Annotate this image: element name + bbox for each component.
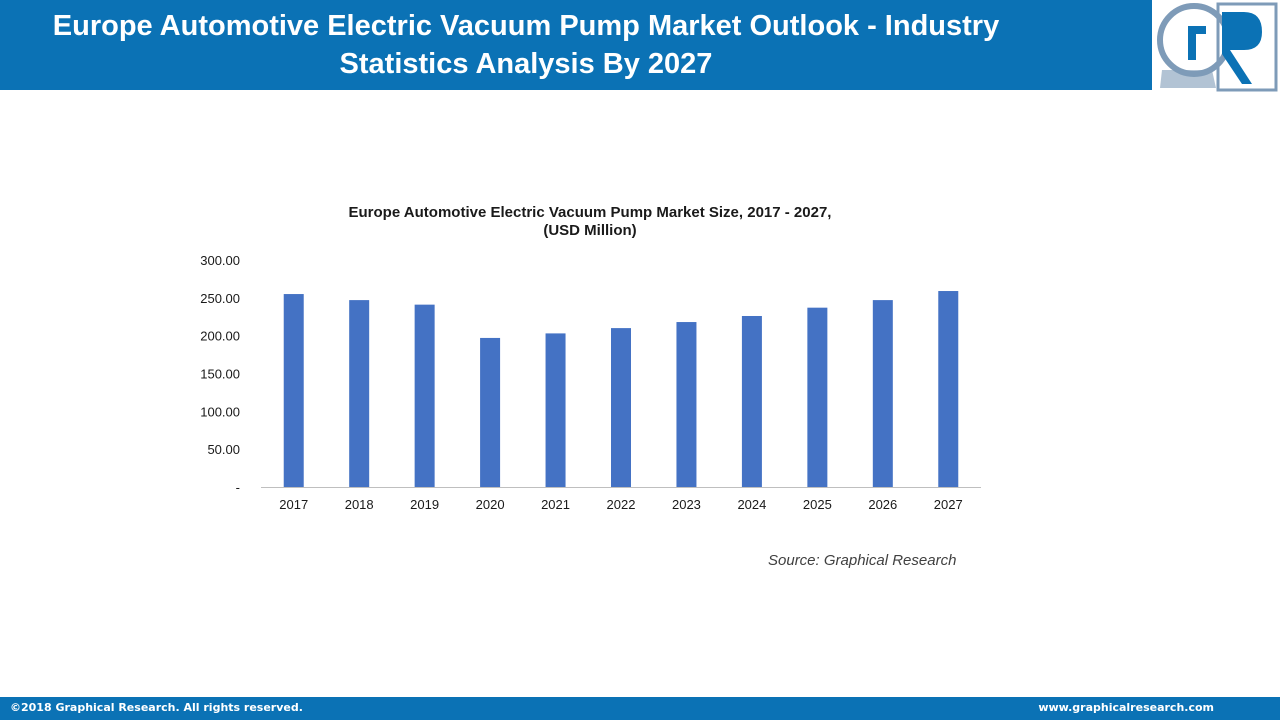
bar-2018 xyxy=(349,300,370,487)
bar-2025 xyxy=(807,307,828,487)
x-tick-label: 2022 xyxy=(607,497,636,512)
x-tick-label: 2025 xyxy=(803,497,832,512)
y-tick-label: 50.00 xyxy=(207,442,240,457)
bar-2020 xyxy=(480,337,501,487)
graphical-research-logo xyxy=(1152,0,1280,94)
x-tick-label: 2026 xyxy=(868,497,897,512)
copyright-text: ©2018 Graphical Research. All rights res… xyxy=(10,701,303,714)
bar-2021 xyxy=(545,333,566,487)
website-link[interactable]: www.graphicalresearch.com xyxy=(1038,701,1214,714)
x-tick-label: 2020 xyxy=(476,497,505,512)
y-tick-label: 300.00 xyxy=(200,253,240,268)
chart-title-line2: (USD Million) xyxy=(543,222,637,239)
bar-2023 xyxy=(676,322,697,487)
y-tick-label: 100.00 xyxy=(200,404,240,419)
x-tick-label: 2027 xyxy=(934,497,963,512)
bar-2027 xyxy=(938,291,959,487)
y-tick-label: 150.00 xyxy=(200,367,240,382)
x-tick-label: 2017 xyxy=(279,497,308,512)
footer-bar: ©2018 Graphical Research. All rights res… xyxy=(0,697,1280,720)
page-title: Europe Automotive Electric Vacuum Pump M… xyxy=(52,10,1000,80)
y-tick-label: 250.00 xyxy=(200,291,240,306)
chart-title: Europe Automotive Electric Vacuum Pump M… xyxy=(240,204,940,240)
header-bar: Europe Automotive Electric Vacuum Pump M… xyxy=(0,0,1152,90)
y-tick-label: - xyxy=(236,480,240,495)
x-tick-label: 2023 xyxy=(672,497,701,512)
bar-2024 xyxy=(741,315,762,487)
bar-2022 xyxy=(611,328,631,487)
bar-2026 xyxy=(872,300,893,487)
bar-2019 xyxy=(414,304,435,487)
bar-2017 xyxy=(283,294,304,487)
source-note: Source: Graphical Research xyxy=(768,552,957,569)
logo-icon xyxy=(1157,2,1278,92)
x-tick-label: 2024 xyxy=(737,497,766,512)
x-tick-label: 2019 xyxy=(410,497,439,512)
x-tick-label: 2018 xyxy=(345,497,374,512)
chart-title-line1: Europe Automotive Electric Vacuum Pump M… xyxy=(348,204,832,221)
y-tick-label: 200.00 xyxy=(200,329,240,344)
x-tick-label: 2021 xyxy=(541,497,570,512)
